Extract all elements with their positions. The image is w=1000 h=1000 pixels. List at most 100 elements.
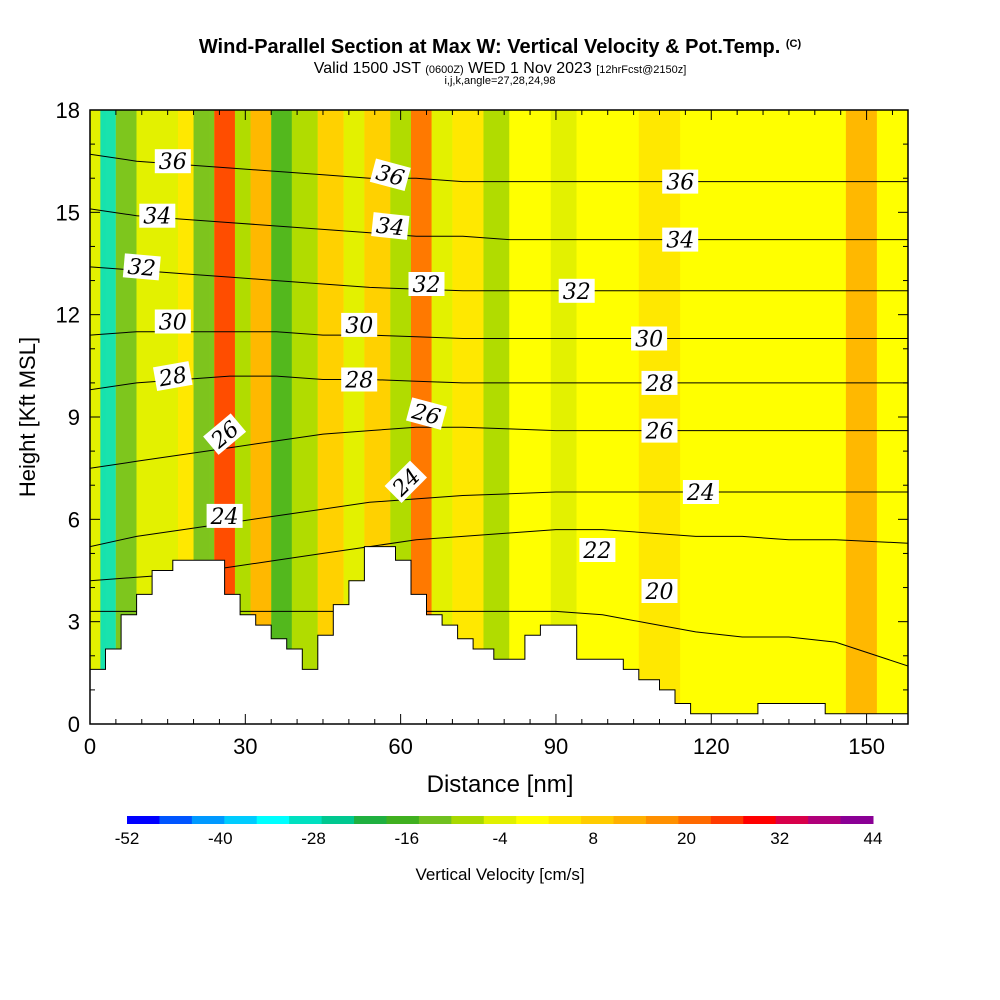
contour-label-text: 26 xyxy=(645,420,674,445)
velocity-band xyxy=(250,110,272,724)
contour-label-box xyxy=(641,418,678,443)
forecast-info: [12hrFcst@2150z] xyxy=(596,64,687,76)
colorbar-swatch xyxy=(645,816,679,824)
velocity-band xyxy=(343,110,365,724)
contour-label-text: 34 xyxy=(666,229,694,254)
colorbar-tick-label: -40 xyxy=(208,829,233,848)
contour-label-box xyxy=(662,227,699,252)
contour-label-text: 24 xyxy=(210,505,239,530)
velocity-band xyxy=(845,110,877,724)
colorbar-tick-label: 20 xyxy=(677,829,696,848)
contour-label: 28 xyxy=(641,370,678,397)
contour-label-box xyxy=(406,397,447,430)
y-tick-label: 3 xyxy=(68,610,80,635)
colorbar-swatch xyxy=(418,816,452,824)
valid-date: WED 1 Nov 2023 xyxy=(468,60,592,77)
contour-label-text: 36 xyxy=(159,150,187,175)
colorbar-swatch xyxy=(386,816,420,824)
contour-label-box xyxy=(341,367,378,392)
velocity-band xyxy=(680,110,764,724)
contour-label: 30 xyxy=(341,312,378,339)
contour-label: 28 xyxy=(152,361,193,393)
colorbar-swatch xyxy=(743,816,777,824)
colorbar-swatch xyxy=(289,816,323,824)
colorbar-swatch xyxy=(808,816,842,824)
colorbar-swatch xyxy=(840,816,874,824)
colorbar-tick-label: -52 xyxy=(115,829,140,848)
velocity-band xyxy=(291,110,318,724)
chart-title: Wind-Parallel Section at Max W: Vertical… xyxy=(0,36,1000,59)
contour-label: 36 xyxy=(154,149,191,175)
contour-label-box xyxy=(154,309,191,334)
colorbar-swatch xyxy=(581,816,615,824)
x-tick-label: 0 xyxy=(84,734,96,759)
theta-contour xyxy=(90,266,908,292)
contour-label-box xyxy=(206,503,243,528)
y-tick-label: 12 xyxy=(56,303,80,328)
contour-label-box xyxy=(558,278,595,303)
contour-label-box xyxy=(682,480,719,504)
colorbar-tick-label: 32 xyxy=(770,829,789,848)
colorbar-swatch xyxy=(710,816,744,824)
colorbar-swatch xyxy=(483,816,517,824)
contour-label-box xyxy=(641,579,678,603)
colorbar-swatch xyxy=(191,816,225,824)
contour-label-box xyxy=(408,272,445,296)
chart-subtitle: Valid 1500 JST (0600Z) WED 1 Nov 2023 [1… xyxy=(0,60,1000,78)
title-unit: (C) xyxy=(785,38,802,50)
contour-label-text: 22 xyxy=(582,539,611,564)
colorbar-swatch xyxy=(256,816,290,824)
x-tick-label: 30 xyxy=(233,734,257,759)
y-tick-label: 6 xyxy=(68,507,80,532)
contour-label-box xyxy=(369,158,411,192)
contour-label-text: 24 xyxy=(686,481,715,506)
contour-label-box xyxy=(579,538,616,562)
y-tick-label: 0 xyxy=(68,712,80,737)
y-axis-label: Height [Kft MSL] xyxy=(15,337,40,497)
colorbar-swatch xyxy=(613,816,647,824)
contour-label-text: 34 xyxy=(143,205,171,230)
colorbar-swatch xyxy=(516,816,550,824)
terrain-profile xyxy=(90,546,908,724)
contour-label: 26 xyxy=(641,418,678,445)
contour-label: 30 xyxy=(631,326,668,353)
velocity-band xyxy=(100,110,116,724)
contour-label-text: 28 xyxy=(156,363,189,393)
contour-label-box xyxy=(139,203,176,228)
colorbar-swatch xyxy=(775,816,809,824)
x-axis-label: Distance [nm] xyxy=(427,771,574,798)
contour-label-box xyxy=(384,460,428,504)
colorbar-swatch xyxy=(678,816,712,824)
velocity-band xyxy=(483,110,510,724)
velocity-band xyxy=(763,110,846,724)
valid-utc: (0600Z) xyxy=(425,64,464,76)
x-tick-label: 150 xyxy=(848,734,885,759)
contour-label-text: 28 xyxy=(344,369,373,394)
theta-contour xyxy=(90,331,908,339)
contour-label: 30 xyxy=(154,309,191,336)
contour-label: 24 xyxy=(206,503,243,530)
velocity-band xyxy=(452,110,484,724)
contour-label-text: 20 xyxy=(645,580,674,605)
colorbar-label: Vertical Velocity [cm/s] xyxy=(415,865,584,884)
contour-label-box xyxy=(122,253,161,281)
contour-label: 32 xyxy=(558,278,595,305)
colorbar-swatch xyxy=(321,816,355,824)
contour-label-text: 30 xyxy=(345,314,373,339)
contour-label-text: 28 xyxy=(645,372,674,397)
contour-label: 22 xyxy=(579,538,616,564)
contour-label: 34 xyxy=(371,212,410,241)
velocity-band xyxy=(234,110,251,724)
colorbar-tick-label: 44 xyxy=(864,829,883,848)
contour-label: 36 xyxy=(369,158,411,192)
colorbar-swatch xyxy=(354,816,387,824)
contour-label-text: 32 xyxy=(413,273,441,298)
grid-params: i,j,k,angle=27,28,24,98 xyxy=(444,75,556,87)
colorbar-swatch xyxy=(224,816,258,824)
contour-label-text: 32 xyxy=(563,280,591,305)
contour-label-box xyxy=(203,413,247,455)
contour-label-box xyxy=(631,326,668,351)
colorbar: -52 -40 -28 -16 -4 8 20 32 44 xyxy=(115,816,883,848)
contour-label: 26 xyxy=(406,397,447,431)
